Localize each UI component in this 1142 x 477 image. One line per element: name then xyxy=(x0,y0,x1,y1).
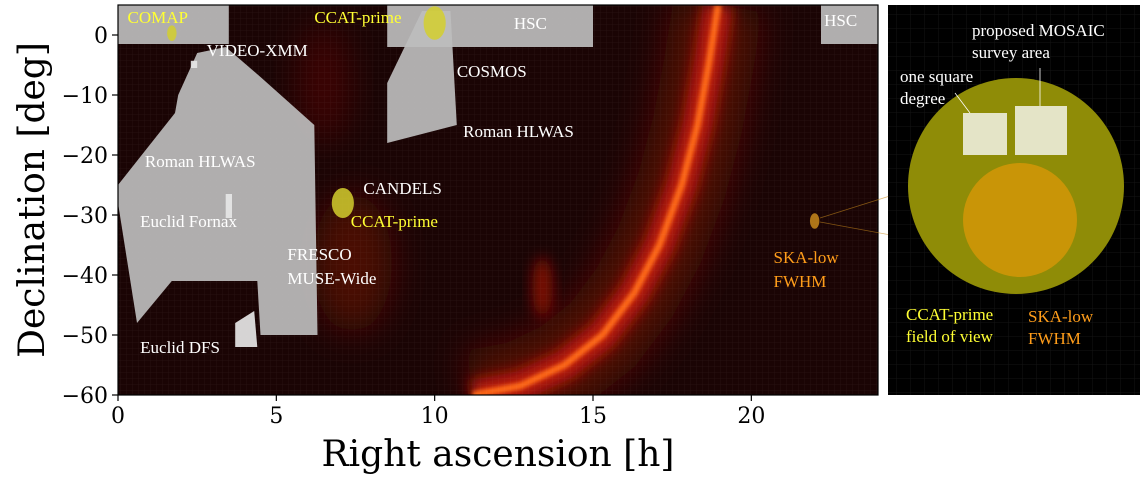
x-axis-ticks: 0 5 10 15 20 xyxy=(111,395,765,429)
survey-regions xyxy=(118,5,878,347)
x-axis-label: Right ascension [h] xyxy=(322,434,675,475)
x-tick-label: 5 xyxy=(269,404,283,429)
label-roman-hlwas: Roman HLWAS xyxy=(145,152,256,171)
survey-fields xyxy=(167,6,820,229)
label-muse-wide: MUSE-Wide xyxy=(287,269,376,288)
inset-panel: proposed MOSAIC survey area one square d… xyxy=(888,5,1140,395)
region-euclid-fornax xyxy=(225,194,232,218)
field-comap xyxy=(167,25,177,41)
one-square-degree-box xyxy=(963,113,1007,155)
inset-label-ccat-1: CCAT-prime xyxy=(906,305,993,324)
square-pointer xyxy=(954,92,971,114)
inset-label-ska-1: SKA-low xyxy=(1028,307,1094,326)
inset-label-square-1: one square xyxy=(900,67,973,86)
region-cosmos-roman-hlwas xyxy=(387,11,457,143)
y-axis-ticks: 0 −10 −20 −30 −40 −50 −60 xyxy=(62,24,118,409)
inset-label-ska-2: FWHM xyxy=(1028,329,1081,348)
y-tick-label: 0 xyxy=(94,24,108,49)
y-tick-label: −20 xyxy=(62,144,108,169)
label-candels: CANDELS xyxy=(363,179,441,198)
y-tick-label: −60 xyxy=(62,384,108,409)
label-comap: COMAP xyxy=(128,8,188,27)
label-ccat-prime: CCAT-prime xyxy=(314,8,401,27)
x-tick-label: 15 xyxy=(579,404,607,429)
x-tick-label: 0 xyxy=(111,404,125,429)
mosaic-survey-box xyxy=(1015,106,1067,155)
field-ska-low-fwhm xyxy=(809,213,820,229)
y-axis-label: Declination [deg] xyxy=(12,42,53,358)
field-ccat-prime xyxy=(423,6,446,40)
label-hsc: HSC xyxy=(514,14,547,33)
inset-label-ccat-2: field of view xyxy=(906,327,994,346)
main-plot: COMAP CCAT-prime HSC HSC VIDEO-XMM COSMOS Roma… xyxy=(12,4,879,475)
x-tick-label: 20 xyxy=(737,404,765,429)
inset-label-square-2: degree xyxy=(900,89,945,108)
label-fresco: FRESCO xyxy=(287,245,351,264)
y-tick-label: −40 xyxy=(62,264,108,289)
y-tick-label: −50 xyxy=(62,324,108,349)
region-hsc xyxy=(821,5,878,44)
label-hsc: HSC xyxy=(824,11,857,30)
inset-label-mosaic-1: proposed MOSAIC xyxy=(972,21,1105,40)
field-ccat-prime xyxy=(331,188,354,218)
y-tick-label: −30 xyxy=(62,204,108,229)
ska-fwhm-circle xyxy=(963,163,1077,277)
label-ska-low: SKA-low xyxy=(774,248,840,267)
y-tick-label: −10 xyxy=(62,84,108,109)
label-video-xmm: VIDEO-XMM xyxy=(207,41,308,60)
label-fwhm: FWHM xyxy=(774,272,827,291)
label-euclid-dfs: Euclid DFS xyxy=(140,338,220,357)
label-ccat-prime: CCAT-prime xyxy=(351,212,438,231)
label-cosmos: COSMOS xyxy=(457,62,527,81)
region-roman-hlwas xyxy=(118,47,318,335)
region-euclid-dfs xyxy=(235,311,258,347)
x-tick-label: 10 xyxy=(421,404,449,429)
label-roman-hlwas: Roman HLWAS xyxy=(463,122,574,141)
region-hsc xyxy=(118,5,229,44)
label-euclid-fornax: Euclid Fornax xyxy=(140,212,237,231)
region-video-xmm xyxy=(190,60,198,68)
inset-label-mosaic-2: survey area xyxy=(972,43,1050,62)
region-labels: COMAP CCAT-prime HSC HSC VIDEO-XMM COSMOS Roma… xyxy=(128,8,858,357)
